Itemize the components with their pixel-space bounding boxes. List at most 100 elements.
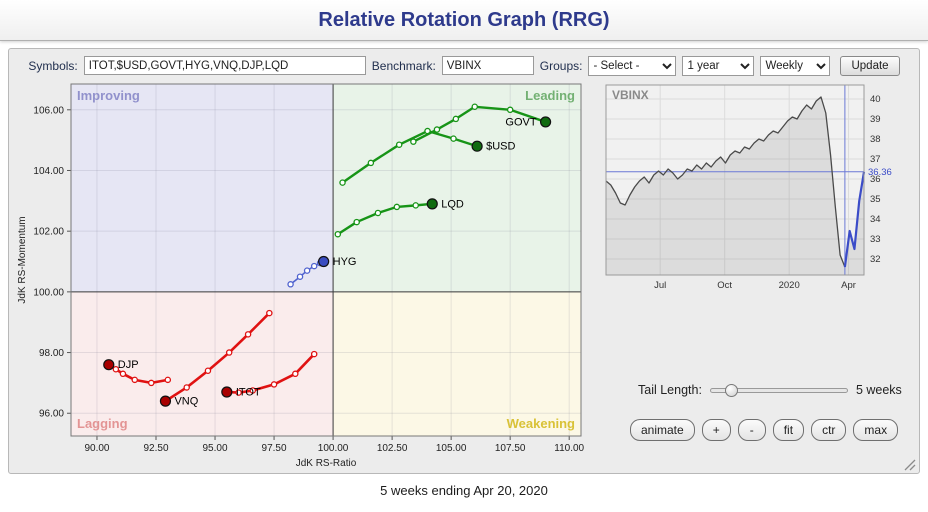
tail-node-GOVT (410, 138, 417, 145)
quadrant-label-weakening: Weakening (507, 416, 575, 431)
page-title: Relative Rotation Graph (RRG) (318, 8, 610, 31)
tail-length-slider[interactable] (709, 383, 848, 397)
tail-node-ITOT (292, 370, 299, 378)
max-button[interactable]: max (853, 419, 899, 441)
price-x-tick-label: Jul (654, 280, 666, 291)
tail-node-VNQ (244, 331, 252, 338)
update-button[interactable]: Update (840, 55, 900, 76)
price-line (605, 96, 846, 268)
price-x-tick-label: Apr (841, 280, 856, 291)
tail-node-GOVT (433, 126, 441, 133)
symbol-label-LQD: LQD (441, 198, 464, 210)
y-tick-label: 104.00 (33, 166, 64, 177)
symbol-dot-HYG[interactable] (318, 255, 330, 268)
quadrant-label-lagging: Lagging (77, 416, 128, 431)
price-plot-border (605, 84, 865, 276)
price-area-fill (606, 97, 864, 275)
groups-select[interactable]: - Select - (588, 55, 677, 76)
zoom-out-button[interactable]: - (737, 419, 766, 441)
tail-$USD (341, 129, 479, 184)
price-x-tick-label: Oct (717, 280, 732, 291)
tail-node-GOVT (471, 103, 478, 111)
tail-node-ITOT (235, 389, 242, 396)
symbol-dot-GOVT[interactable] (539, 116, 552, 128)
rrg-chart[interactable]: 90.00 92.50 95.00 97.50 100.00 102.50 105.00 10… (13, 79, 588, 471)
x-tick-label: 105.00 (436, 443, 467, 454)
fit-button[interactable]: fit (772, 419, 805, 441)
tail-length-value: 5 weeks (855, 383, 902, 397)
symbol-dot-DJP[interactable] (103, 359, 115, 371)
tail-node-ITOT (310, 350, 318, 358)
x-tick-label: 100.00 (318, 443, 349, 454)
price-y-tick-label: 33 (870, 234, 881, 245)
resize-handle-icon[interactable] (904, 458, 916, 471)
tail-node-LQD (393, 203, 401, 211)
tail-node-$USD (339, 179, 346, 186)
x-tick-label: 92.50 (143, 443, 168, 454)
x-tick-label: 95.00 (203, 443, 228, 454)
x-tick-label: 110.00 (554, 443, 584, 454)
benchmark-input[interactable] (441, 56, 534, 75)
quadrant-weakening (333, 291, 581, 436)
benchmark-label: Benchmark: (371, 58, 436, 73)
tail-node-ITOT (249, 387, 257, 394)
tail-node-HYG (287, 281, 294, 288)
x-tick-label: 97.50 (262, 443, 287, 454)
tail-length-label: Tail Length: (638, 383, 702, 397)
tail-GOVT (412, 105, 547, 143)
y-tick-label: 96.00 (39, 409, 64, 420)
price-line-highlight (843, 171, 866, 268)
tail-VNQ (164, 311, 271, 403)
y-tick-label: 102.00 (33, 227, 64, 238)
tail-node-DJP (119, 370, 127, 378)
symbols-label: Symbols: (28, 58, 78, 73)
benchmark-price-chart: 32 33 34 35 36 37 38 39 40 Jul Oct 2020 Apr VBINX 36.3… (605, 84, 892, 291)
symbol-dot-LQD[interactable] (426, 198, 438, 210)
tail-length-slider-handle[interactable] (724, 383, 738, 397)
footer-caption: 5 weeks ending Apr 20, 2020 (380, 483, 548, 498)
animate-button[interactable]: animate (630, 419, 695, 441)
symbol-dot-$USD[interactable] (471, 140, 483, 152)
plot-border (70, 83, 582, 437)
chart-control-buttons: animate + - fit ctr max (630, 419, 908, 441)
quadrant-lagging (71, 291, 334, 436)
groups-label: Groups: (539, 58, 583, 73)
tail-node-VNQ (266, 309, 273, 317)
symbols-input[interactable] (83, 56, 366, 75)
right-column: 32 33 34 35 36 37 38 39 40 Jul Oct 2020 Apr VBINX 36.3… (602, 79, 908, 441)
tail-node-GOVT (452, 115, 460, 123)
tail-node-VNQ (225, 349, 233, 356)
tail-node-DJP (164, 376, 172, 384)
tail-node-HYG (296, 273, 304, 280)
symbol-label-DJP: DJP (118, 359, 139, 371)
y-tick-label: 106.00 (33, 105, 64, 116)
interval-select[interactable]: Weekly (760, 55, 831, 76)
price-y-tick-label: 36 (870, 174, 881, 185)
period-select[interactable]: 1 year (682, 55, 755, 76)
tail-node-LQD (374, 209, 382, 217)
last-price-label: 36.36 (868, 167, 892, 178)
main-area: 90.00 92.50 95.00 97.50 100.00 102.50 105.00 10… (13, 79, 915, 471)
center-button[interactable]: ctr (811, 419, 847, 441)
symbol-label-VNQ: VNQ (174, 396, 198, 408)
tail-node-DJP (148, 379, 155, 387)
quadrant-label-leading: Leading (525, 88, 575, 103)
tail-node-ITOT (270, 381, 278, 388)
x-tick-label: 102.50 (377, 443, 408, 454)
tail-node-LQD (334, 230, 342, 238)
tail-length-row: Tail Length: 5 weeks (638, 383, 908, 397)
symbol-dot-ITOT[interactable] (221, 386, 233, 398)
y-tick-label: 98.00 (39, 348, 64, 359)
price-y-tick-label: 37 (870, 154, 881, 165)
y-axis-title: JdK RS-Momentum (17, 216, 28, 303)
tail-node-DJP (131, 376, 139, 384)
symbol-dot-VNQ[interactable] (159, 395, 172, 407)
price-x-tick-label: 2020 (779, 280, 800, 291)
price-y-tick-label: 38 (870, 134, 881, 145)
symbol-label-ITOT: ITOT (236, 387, 261, 399)
tail-node-LQD (412, 202, 419, 209)
zoom-in-button[interactable]: + (701, 419, 731, 441)
quadrant-leading (333, 84, 581, 292)
price-y-tick-label: 32 (870, 254, 881, 265)
tail-node-HYG (310, 262, 318, 270)
